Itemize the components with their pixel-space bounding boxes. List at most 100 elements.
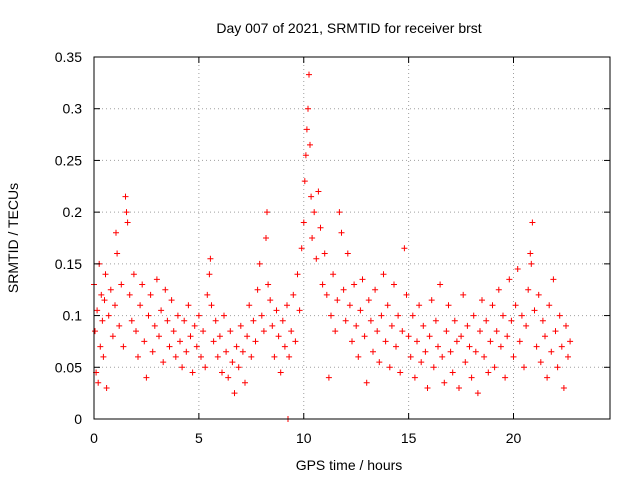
data-point bbox=[252, 338, 259, 345]
y-tick-label: 0.1 bbox=[63, 308, 83, 324]
data-point bbox=[113, 229, 119, 236]
data-point bbox=[399, 328, 406, 335]
data-point bbox=[133, 328, 139, 335]
data-point bbox=[537, 359, 544, 366]
data-point bbox=[563, 322, 569, 329]
data-point bbox=[510, 353, 517, 360]
data-point bbox=[336, 209, 343, 216]
data-point bbox=[372, 286, 379, 293]
data-point bbox=[462, 359, 469, 366]
data-point bbox=[130, 271, 137, 278]
data-point bbox=[512, 302, 519, 309]
data-point bbox=[477, 328, 483, 335]
data-point bbox=[470, 312, 477, 319]
data-point bbox=[556, 312, 563, 319]
data-point bbox=[103, 385, 110, 391]
data-point bbox=[506, 276, 513, 283]
data-point bbox=[491, 364, 498, 371]
data-point bbox=[162, 286, 169, 293]
data-point bbox=[357, 307, 364, 314]
data-point bbox=[301, 178, 308, 185]
data-point bbox=[439, 353, 446, 360]
data-point bbox=[193, 343, 200, 350]
data-point bbox=[378, 312, 385, 319]
data-point bbox=[210, 338, 217, 345]
data-point bbox=[424, 385, 431, 391]
data-point bbox=[233, 343, 240, 350]
data-point bbox=[460, 291, 467, 298]
data-point bbox=[100, 353, 107, 360]
data-point bbox=[414, 338, 420, 345]
data-point bbox=[308, 193, 315, 200]
x-tick-label: 20 bbox=[506, 430, 522, 446]
data-point bbox=[166, 343, 173, 350]
data-point bbox=[128, 317, 135, 324]
data-point bbox=[101, 297, 108, 304]
data-point bbox=[239, 348, 246, 355]
data-point bbox=[420, 322, 427, 329]
data-point bbox=[258, 312, 265, 319]
data-point bbox=[306, 71, 312, 78]
data-point bbox=[168, 297, 175, 304]
data-point bbox=[447, 348, 454, 355]
data-point bbox=[531, 307, 538, 314]
data-point bbox=[403, 291, 410, 298]
data-point bbox=[271, 353, 278, 360]
data-point bbox=[370, 348, 376, 355]
data-point bbox=[122, 193, 129, 200]
data-point bbox=[206, 271, 213, 278]
data-point bbox=[466, 343, 473, 350]
data-point bbox=[374, 328, 381, 335]
data-point bbox=[502, 374, 509, 381]
y-tick-label: 0 bbox=[74, 411, 82, 427]
data-point bbox=[135, 353, 141, 360]
data-point bbox=[391, 281, 397, 288]
data-point bbox=[418, 359, 425, 366]
data-point bbox=[489, 302, 496, 309]
data-point bbox=[172, 353, 179, 360]
x-axis-label: GPS time / hours bbox=[296, 457, 403, 473]
data-point bbox=[323, 291, 330, 298]
data-point bbox=[237, 322, 244, 329]
data-point bbox=[189, 369, 196, 376]
x-tick-label: 15 bbox=[401, 430, 417, 446]
data-point bbox=[361, 333, 368, 340]
data-point bbox=[311, 209, 318, 216]
data-point bbox=[231, 390, 238, 397]
data-point bbox=[449, 369, 456, 376]
data-points bbox=[91, 71, 574, 422]
data-point bbox=[407, 353, 414, 360]
data-point bbox=[554, 364, 561, 371]
chart-title: Day 007 of 2021, SRMTID for receiver brs… bbox=[216, 20, 481, 36]
data-point bbox=[143, 374, 150, 381]
data-point bbox=[516, 338, 523, 345]
grid-lines bbox=[94, 57, 610, 419]
data-point bbox=[105, 312, 112, 319]
data-point bbox=[544, 374, 551, 381]
data-point bbox=[487, 338, 494, 345]
data-point bbox=[409, 312, 416, 319]
data-point bbox=[112, 302, 118, 309]
data-point bbox=[497, 343, 504, 350]
data-point bbox=[317, 224, 324, 231]
data-point bbox=[453, 338, 460, 345]
data-point bbox=[319, 281, 326, 288]
data-point bbox=[200, 328, 207, 335]
plot-frame bbox=[93, 56, 611, 420]
data-point bbox=[539, 317, 546, 324]
data-point bbox=[107, 286, 114, 293]
data-point bbox=[191, 322, 198, 329]
data-point bbox=[481, 353, 488, 360]
data-point bbox=[397, 369, 404, 376]
data-point bbox=[313, 255, 320, 262]
data-point bbox=[500, 312, 506, 319]
data-point bbox=[523, 322, 530, 329]
data-point bbox=[521, 364, 527, 371]
data-point bbox=[267, 297, 274, 304]
data-point bbox=[145, 312, 152, 319]
data-point bbox=[141, 338, 148, 345]
data-point bbox=[153, 276, 160, 283]
data-point bbox=[244, 333, 251, 340]
data-point bbox=[225, 374, 232, 381]
data-point bbox=[185, 302, 192, 309]
